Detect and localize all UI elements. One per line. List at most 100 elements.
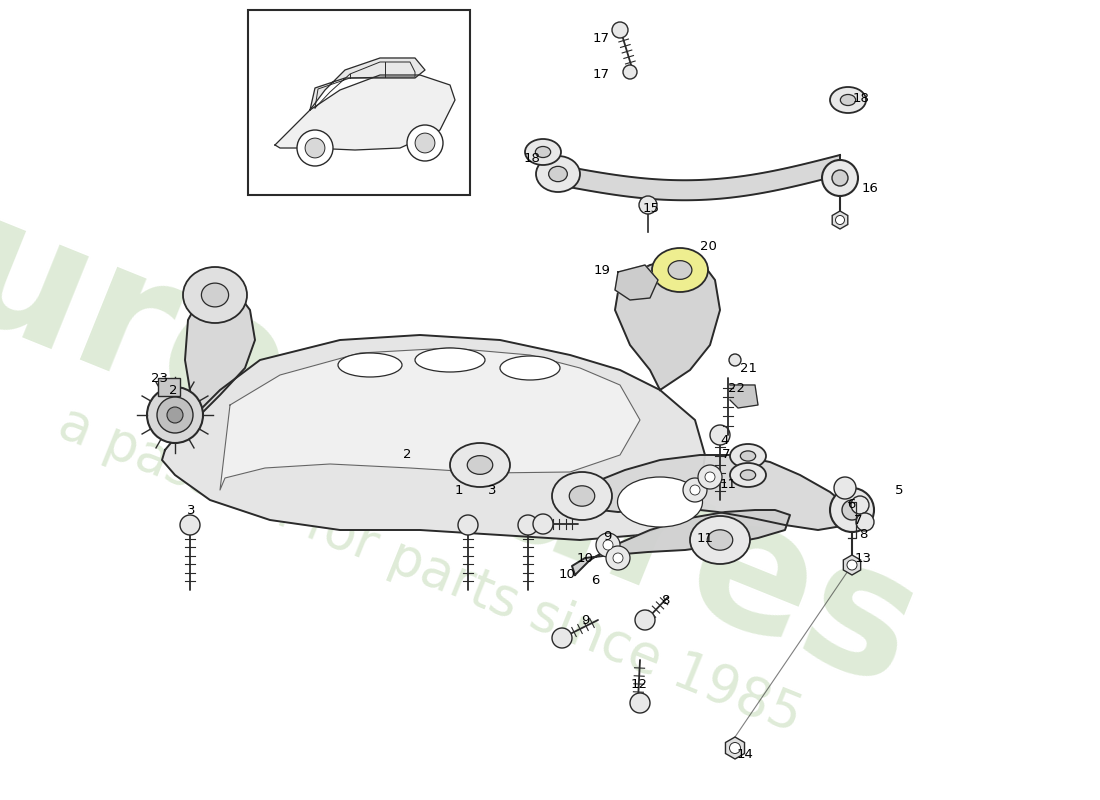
Ellipse shape xyxy=(617,477,703,527)
Text: 9: 9 xyxy=(604,530,612,542)
Circle shape xyxy=(698,465,722,489)
Text: 3: 3 xyxy=(488,483,496,497)
Circle shape xyxy=(603,540,613,550)
Circle shape xyxy=(613,553,623,563)
Circle shape xyxy=(729,354,741,366)
Text: 19: 19 xyxy=(593,263,611,277)
Ellipse shape xyxy=(707,530,733,550)
Text: 18: 18 xyxy=(524,151,540,165)
Polygon shape xyxy=(572,510,790,575)
Polygon shape xyxy=(844,555,860,575)
Circle shape xyxy=(305,138,324,158)
Circle shape xyxy=(729,742,740,754)
Circle shape xyxy=(180,515,200,535)
Circle shape xyxy=(596,533,620,557)
Ellipse shape xyxy=(840,94,856,106)
Circle shape xyxy=(836,215,845,225)
Text: 5: 5 xyxy=(895,483,903,497)
Polygon shape xyxy=(585,455,852,530)
Text: 9: 9 xyxy=(582,614,590,626)
Ellipse shape xyxy=(415,348,485,372)
Circle shape xyxy=(635,610,654,630)
Text: 15: 15 xyxy=(644,202,660,214)
Polygon shape xyxy=(833,211,848,229)
Polygon shape xyxy=(730,385,758,408)
Ellipse shape xyxy=(549,166,568,182)
Circle shape xyxy=(832,170,848,186)
Text: 3: 3 xyxy=(187,503,196,517)
Ellipse shape xyxy=(652,248,708,292)
Circle shape xyxy=(822,160,858,196)
Ellipse shape xyxy=(525,139,561,165)
Polygon shape xyxy=(162,335,705,540)
Ellipse shape xyxy=(730,444,766,468)
Circle shape xyxy=(534,514,553,534)
Circle shape xyxy=(415,133,434,153)
Circle shape xyxy=(147,387,204,443)
Circle shape xyxy=(297,130,333,166)
Circle shape xyxy=(518,515,538,535)
Text: 1: 1 xyxy=(455,483,463,497)
Text: 10: 10 xyxy=(558,569,575,582)
Ellipse shape xyxy=(201,283,229,307)
Text: 14: 14 xyxy=(737,749,754,762)
Polygon shape xyxy=(615,258,720,390)
Ellipse shape xyxy=(668,261,692,279)
Circle shape xyxy=(842,500,862,520)
Circle shape xyxy=(690,485,700,495)
Ellipse shape xyxy=(730,463,766,487)
Text: 18: 18 xyxy=(852,91,870,105)
Text: 22: 22 xyxy=(728,382,745,394)
Circle shape xyxy=(458,515,478,535)
Text: 11: 11 xyxy=(697,531,714,545)
Circle shape xyxy=(630,693,650,713)
Polygon shape xyxy=(220,348,640,490)
Ellipse shape xyxy=(536,146,551,158)
Circle shape xyxy=(830,488,874,532)
Ellipse shape xyxy=(830,87,866,113)
Circle shape xyxy=(623,65,637,79)
Polygon shape xyxy=(275,75,455,150)
Text: 2: 2 xyxy=(403,449,411,462)
Circle shape xyxy=(157,397,192,433)
Circle shape xyxy=(407,125,443,161)
Circle shape xyxy=(856,513,875,531)
Ellipse shape xyxy=(570,486,595,506)
Text: 7: 7 xyxy=(722,449,730,462)
Text: 4: 4 xyxy=(720,434,728,446)
Text: 10: 10 xyxy=(576,551,593,565)
Text: 17: 17 xyxy=(593,67,611,81)
Text: 20: 20 xyxy=(700,239,717,253)
Polygon shape xyxy=(558,155,840,200)
Text: 23: 23 xyxy=(151,371,168,385)
Text: 8: 8 xyxy=(859,529,868,542)
Text: 6: 6 xyxy=(847,498,855,511)
Circle shape xyxy=(705,472,715,482)
Circle shape xyxy=(683,478,707,502)
Text: 11: 11 xyxy=(720,478,737,490)
Text: 21: 21 xyxy=(740,362,757,374)
Ellipse shape xyxy=(468,456,493,474)
Circle shape xyxy=(710,425,730,445)
Polygon shape xyxy=(185,288,255,420)
Text: 12: 12 xyxy=(631,678,648,691)
Ellipse shape xyxy=(536,156,580,192)
Bar xyxy=(158,378,180,396)
Circle shape xyxy=(606,546,630,570)
Polygon shape xyxy=(615,265,658,300)
Text: 16: 16 xyxy=(862,182,879,194)
Text: 8: 8 xyxy=(661,594,670,606)
Circle shape xyxy=(639,196,657,214)
Circle shape xyxy=(847,560,857,570)
Polygon shape xyxy=(310,58,425,110)
Text: 7: 7 xyxy=(854,514,862,527)
Text: 6: 6 xyxy=(592,574,600,586)
Text: a passion for parts since 1985: a passion for parts since 1985 xyxy=(51,397,810,743)
Circle shape xyxy=(851,496,869,514)
Ellipse shape xyxy=(690,516,750,564)
Circle shape xyxy=(167,407,183,423)
Text: 2: 2 xyxy=(169,383,178,397)
Text: 17: 17 xyxy=(593,31,611,45)
Text: 13: 13 xyxy=(855,551,872,565)
Circle shape xyxy=(552,628,572,648)
